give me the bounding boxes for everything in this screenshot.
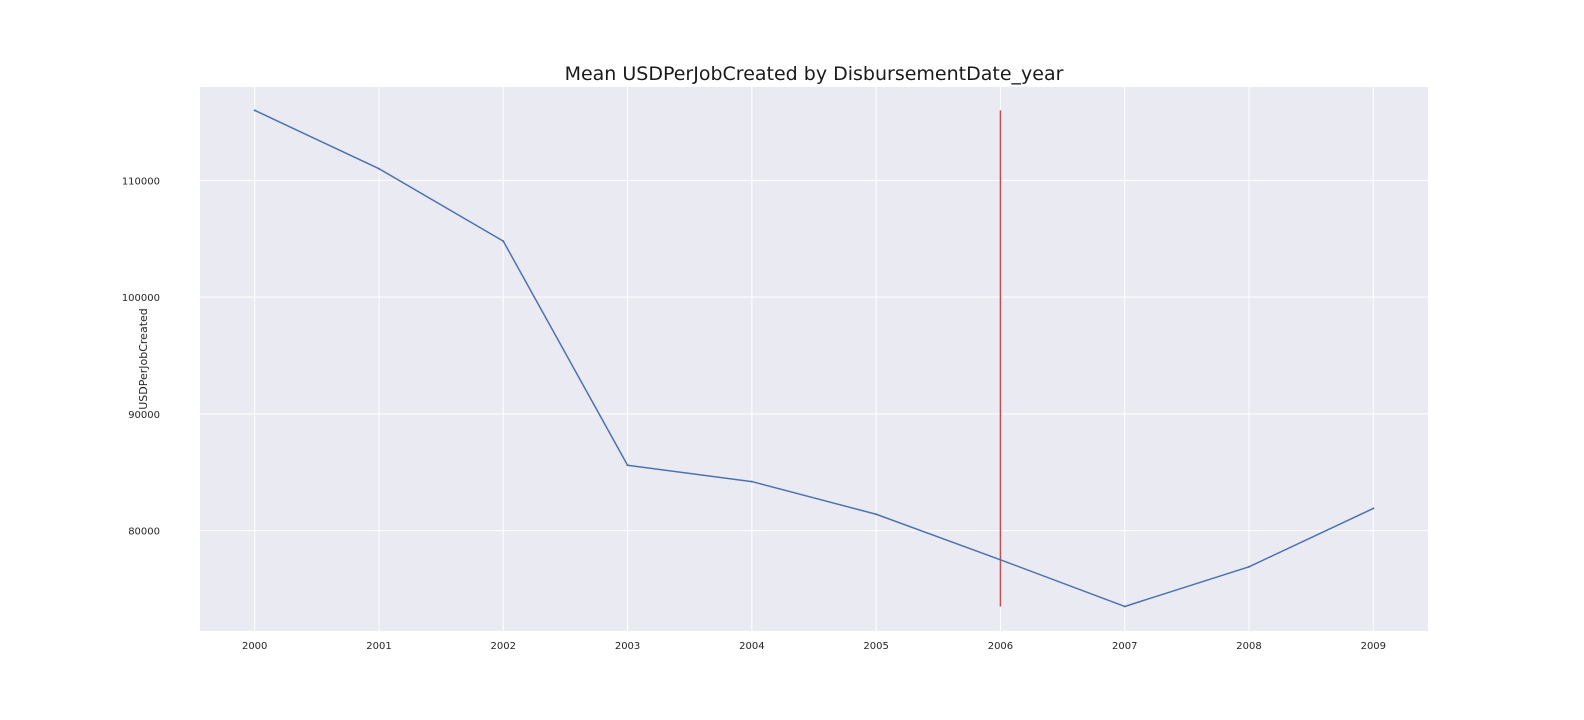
x-tick-label: 2006 — [988, 641, 1013, 652]
data-point — [750, 480, 753, 483]
data-point — [1248, 565, 1251, 568]
x-tick-label: 2009 — [1361, 641, 1386, 652]
series-group — [253, 109, 1375, 608]
y-tick-label: 90000 — [128, 410, 160, 421]
chart-title: Mean USDPerJobCreated by DisbursementDat… — [565, 63, 1064, 85]
data-point — [999, 558, 1002, 561]
x-tick-label: 2000 — [242, 641, 267, 652]
x-tick-label: 2001 — [366, 641, 391, 652]
data-point — [626, 464, 629, 467]
x-tick-label: 2007 — [1112, 641, 1137, 652]
x-tick-label: 2004 — [739, 641, 764, 652]
grid-lines — [200, 87, 1428, 631]
y-tick-labels: 80000 90000 100000 110000 — [122, 176, 160, 537]
x-tick-labels: 2000 2001 2002 2003 2004 2005 2006 2007 2008 2009 — [242, 641, 1386, 652]
y-axis-label: USDPerJobCreated — [137, 308, 150, 410]
data-point — [377, 167, 380, 170]
data-point — [1123, 605, 1126, 608]
data-point — [253, 109, 256, 112]
y-tick-label: 100000 — [122, 293, 160, 304]
y-tick-label: 80000 — [128, 527, 160, 538]
x-tick-label: 2008 — [1236, 641, 1261, 652]
data-point — [875, 513, 878, 516]
x-tick-label: 2003 — [615, 641, 640, 652]
plot-area — [200, 87, 1428, 631]
x-tick-label: 2002 — [491, 641, 516, 652]
y-tick-label: 110000 — [122, 176, 160, 187]
data-point — [502, 240, 505, 243]
data-point — [1372, 507, 1375, 510]
series-line — [254, 109, 1374, 608]
x-tick-label: 2005 — [863, 641, 888, 652]
